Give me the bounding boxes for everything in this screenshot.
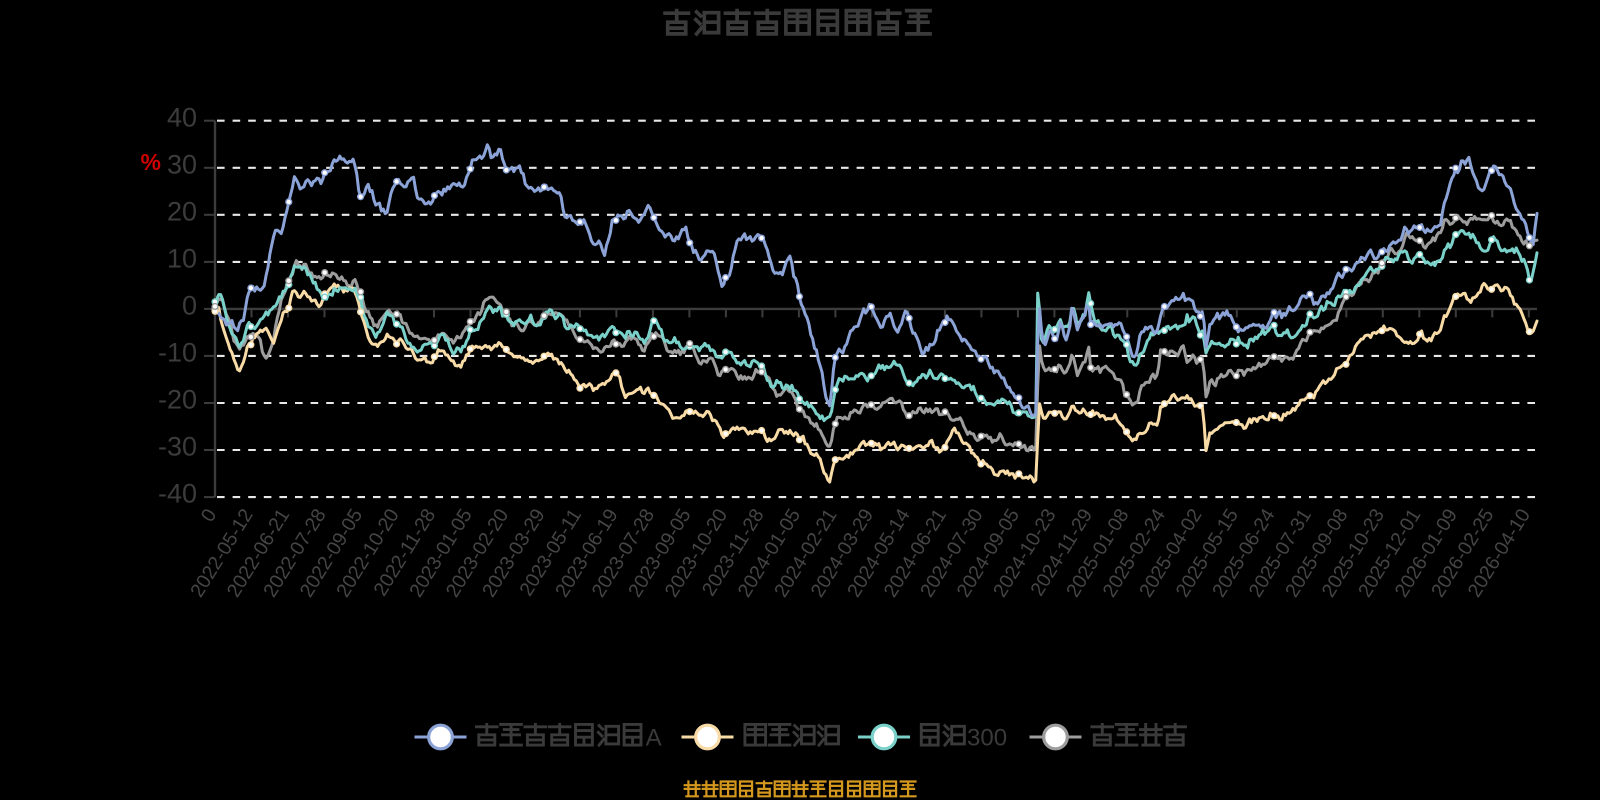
svg-text:10: 10 xyxy=(167,244,197,274)
svg-text:0: 0 xyxy=(182,291,197,321)
svg-text:-20: -20 xyxy=(158,385,197,415)
svg-text:-10: -10 xyxy=(158,338,197,368)
svg-text:A: A xyxy=(646,725,662,752)
svg-text:20: 20 xyxy=(167,196,197,226)
svg-text:%: % xyxy=(141,149,161,175)
svg-text:-40: -40 xyxy=(158,479,197,509)
svg-text:300: 300 xyxy=(967,725,1007,752)
svg-text:40: 40 xyxy=(167,102,197,132)
svg-text:-30: -30 xyxy=(158,432,197,462)
svg-text:30: 30 xyxy=(167,149,197,179)
